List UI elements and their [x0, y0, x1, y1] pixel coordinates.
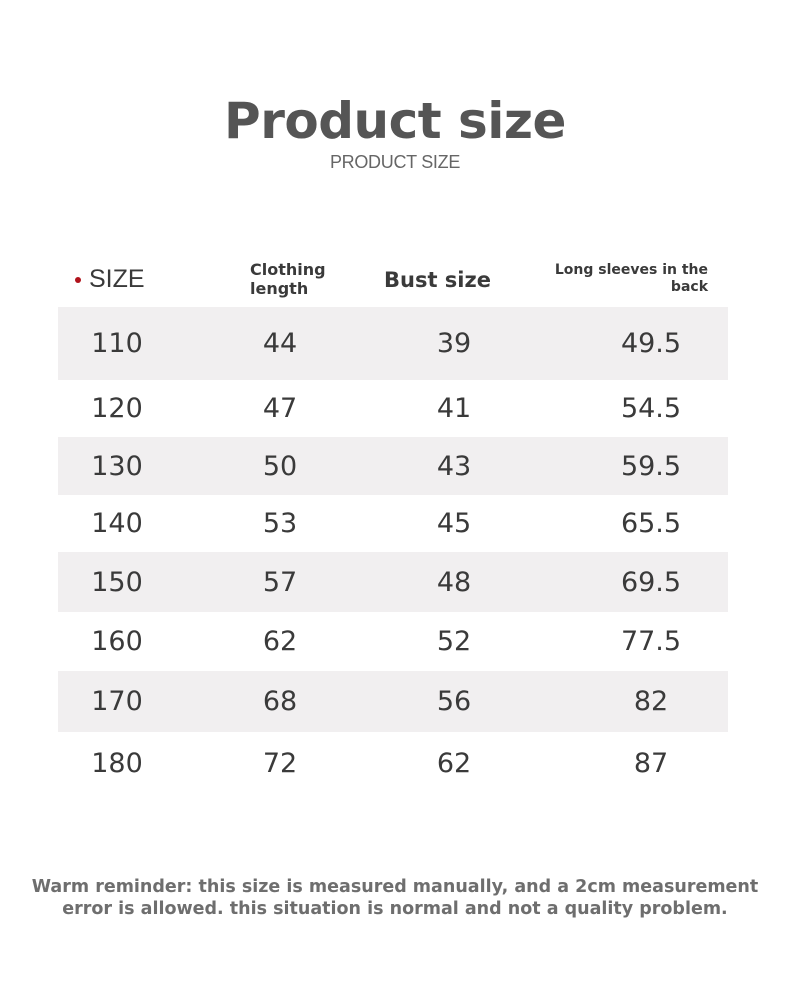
size-table: SIZE Clothing length Bust size Long slee…: [58, 252, 728, 795]
cell-bust: 52: [436, 626, 472, 657]
cell-length: 44: [262, 328, 298, 359]
header-bust-size: Bust size: [384, 267, 491, 292]
cell-size: 140: [91, 508, 143, 539]
header-clothing-length-line2: length: [250, 279, 309, 298]
cell-bust: 43: [436, 450, 472, 482]
cell-sleeve: 77.5: [620, 626, 682, 657]
header-sleeve-line2: back: [670, 279, 708, 295]
page-subtitle: PRODUCT SIZE: [329, 152, 461, 172]
cell-bust: 48: [436, 566, 472, 598]
cell-size: 110: [91, 328, 143, 359]
cell-length: 47: [262, 393, 298, 424]
header-sleeve-line1: Long sleeves in the: [554, 262, 708, 278]
cell-length: 57: [262, 566, 298, 598]
cell-sleeve: 82: [633, 686, 669, 717]
cell-size: 120: [91, 393, 143, 424]
cell-size: 180: [91, 748, 143, 779]
cell-sleeve: 49.5: [620, 328, 682, 359]
table-row: 130 50 43 59.5: [58, 437, 728, 495]
cell-bust: 56: [436, 686, 472, 717]
cell-size: 150: [91, 566, 143, 598]
cell-bust: 62: [436, 748, 472, 779]
cell-size: 130: [91, 450, 143, 482]
header-size-label: SIZE: [89, 265, 145, 293]
cell-length: 50: [262, 450, 298, 482]
header-clothing-length-line1: Clothing: [250, 260, 326, 279]
table-row: 140 53 45 65.5: [58, 495, 728, 552]
cell-length: 72: [262, 748, 298, 779]
cell-sleeve: 59.5: [620, 450, 682, 482]
cell-length: 62: [262, 626, 298, 657]
cell-sleeve: 69.5: [620, 566, 682, 598]
cell-size: 160: [91, 626, 143, 657]
table-row: 170 68 56 82: [58, 671, 728, 732]
table-row: 120 47 41 54.5: [58, 380, 728, 437]
warm-reminder-note: Warm reminder: this size is measured man…: [0, 876, 790, 920]
header-sleeve-length: Long sleeves in the back: [538, 262, 708, 296]
note-line2: error is allowed. this situation is norm…: [62, 899, 728, 919]
cell-sleeve: 54.5: [620, 393, 682, 424]
cell-bust: 45: [436, 508, 472, 539]
table-row: 110 44 39 49.5: [58, 307, 728, 380]
cell-sleeve: 65.5: [620, 508, 682, 539]
cell-bust: 41: [436, 393, 472, 424]
cell-sleeve: 87: [633, 748, 669, 779]
cell-size: 170: [91, 686, 143, 717]
page-title: Product size: [224, 92, 566, 150]
header-size: SIZE: [75, 252, 145, 307]
bullet-dot-icon: [75, 276, 81, 283]
table-row: 160 62 52 77.5: [58, 612, 728, 671]
cell-bust: 39: [436, 328, 472, 359]
cell-length: 53: [262, 508, 298, 539]
cell-length: 68: [262, 686, 298, 717]
table-row: 150 57 48 69.5: [58, 552, 728, 612]
header-clothing-length: Clothing length: [250, 260, 360, 298]
note-line1: Warm reminder: this size is measured man…: [31, 877, 759, 897]
table-row: 180 72 62 87: [58, 732, 728, 795]
table-header: SIZE Clothing length Bust size Long slee…: [58, 252, 728, 307]
